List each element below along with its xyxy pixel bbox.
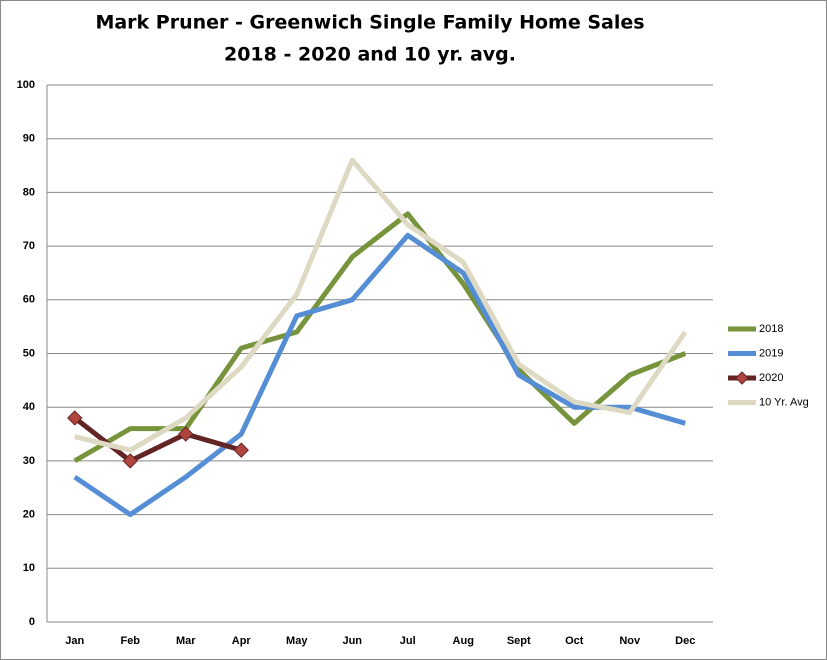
y-tick-label: 0 xyxy=(29,616,35,628)
y-tick-label: 80 xyxy=(23,186,35,198)
y-tick-label: 50 xyxy=(23,347,35,359)
x-tick-label: Mar xyxy=(176,635,196,647)
x-tick-label: Apr xyxy=(232,635,252,647)
x-tick-label: Feb xyxy=(120,635,140,647)
y-tick-label: 30 xyxy=(23,455,35,467)
chart-subtitle: 2018 - 2020 and 10 yr. avg. xyxy=(224,44,516,66)
chart-title: Mark Pruner - Greenwich Single Family Ho… xyxy=(95,12,644,34)
y-tick-label: 10 xyxy=(23,562,35,574)
point-marker xyxy=(122,453,138,469)
y-tick-label: 40 xyxy=(23,401,35,413)
y-tick-label: 90 xyxy=(23,133,35,145)
series-line xyxy=(73,211,687,464)
series-line xyxy=(74,157,688,453)
legend-label: 2018 xyxy=(759,323,783,335)
series-line xyxy=(73,415,242,464)
y-tick-label: 60 xyxy=(23,294,35,306)
legend-label: 10 Yr. Avg xyxy=(759,396,809,408)
legend-marker xyxy=(735,371,749,385)
x-tick-label: Oct xyxy=(565,635,584,647)
legend-label: 2019 xyxy=(759,347,783,359)
x-tick-label: Dec xyxy=(675,635,695,647)
point-marker xyxy=(178,426,194,442)
x-tick-label: May xyxy=(286,635,308,647)
x-tick-label: Nov xyxy=(619,635,641,647)
series-line xyxy=(73,232,686,518)
point-marker xyxy=(233,442,249,458)
point-marker xyxy=(67,410,83,426)
x-tick-label: Jan xyxy=(65,635,84,647)
y-tick-label: 20 xyxy=(23,509,35,521)
x-tick-label: Jun xyxy=(342,635,362,647)
x-tick-label: Jul xyxy=(400,635,416,647)
y-tick-label: 100 xyxy=(17,79,35,91)
legend-label: 2020 xyxy=(759,372,783,384)
x-tick-label: Sept xyxy=(507,635,531,647)
y-tick-label: 70 xyxy=(23,240,35,252)
x-tick-label: Aug xyxy=(453,635,474,647)
